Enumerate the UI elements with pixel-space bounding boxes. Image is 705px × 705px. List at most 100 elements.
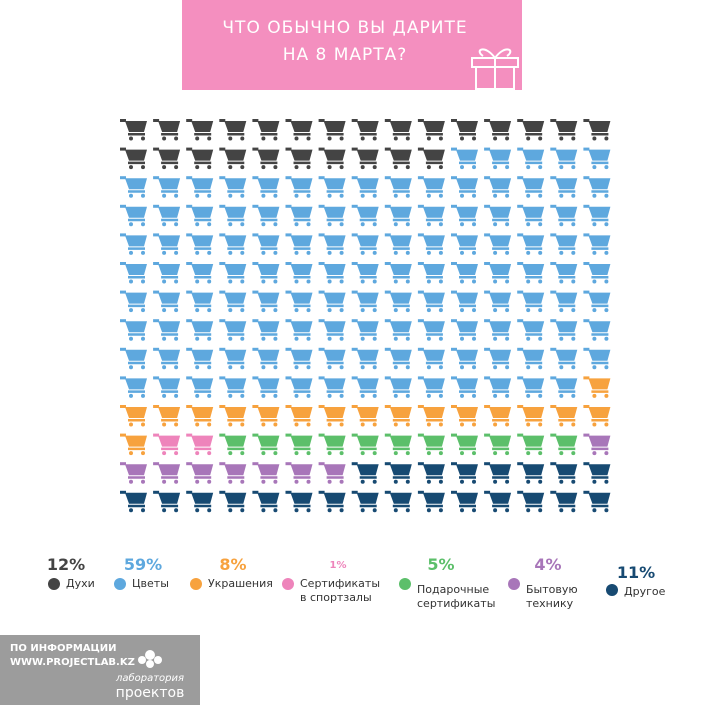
cart-handle <box>384 290 391 294</box>
cart-icon <box>153 405 181 427</box>
cart-basket <box>422 321 445 336</box>
cart-icon <box>186 319 214 341</box>
cart-basket <box>290 264 313 279</box>
cart-basket <box>323 235 346 250</box>
cart-wheel <box>592 336 597 341</box>
cart-icon <box>120 233 147 255</box>
cart-handle <box>153 290 160 294</box>
cart-basket <box>224 321 247 336</box>
cart-wheel <box>505 193 510 198</box>
cart-icon <box>186 262 214 284</box>
cart-basket <box>588 378 611 393</box>
cart-wheel <box>339 479 344 484</box>
cart-wheel <box>228 365 233 370</box>
cart-wheel <box>604 508 609 513</box>
cart-wheel <box>360 422 365 427</box>
cart-basket <box>555 492 578 508</box>
cart-wheel <box>240 136 245 141</box>
cart-handle <box>550 262 557 265</box>
cart-icon <box>583 262 611 284</box>
cart-wheel <box>141 308 145 313</box>
cart-icon <box>186 405 214 427</box>
cart-wheel <box>327 222 332 227</box>
cart-basket <box>224 464 247 479</box>
cart-handle <box>517 262 524 265</box>
cart-wheel <box>571 222 576 227</box>
cart-icon <box>285 204 313 227</box>
cart-wheel <box>438 393 443 398</box>
cart-wheel <box>294 136 299 141</box>
cart-handle <box>484 490 491 494</box>
cart-handle <box>384 204 391 208</box>
cart-handle <box>318 233 325 237</box>
cart-handle <box>583 376 590 380</box>
cart-basket <box>191 464 214 479</box>
cart-wheel <box>162 336 167 341</box>
cart-wheel <box>372 365 377 370</box>
cart-wheel <box>426 222 431 227</box>
cart-wheel <box>559 136 564 141</box>
cart-wheel <box>207 165 212 170</box>
cart-wheel <box>261 336 266 341</box>
cart-basket <box>224 407 247 422</box>
cart-wheel <box>426 250 431 255</box>
cart-handle <box>318 176 325 180</box>
cart-wheel <box>426 165 431 170</box>
cart-wheel <box>405 336 410 341</box>
legend-label: Другое <box>624 585 666 598</box>
cart-wheel <box>294 308 299 313</box>
cart-handle <box>318 462 325 466</box>
cart-handle <box>120 319 126 323</box>
cart-handle <box>517 176 524 180</box>
cart-icon <box>384 262 412 284</box>
cart-handle <box>351 490 358 494</box>
cart-wheel <box>426 393 431 398</box>
cart-icon <box>417 462 445 484</box>
cart-icon <box>219 462 247 484</box>
cart-handle <box>384 233 391 237</box>
cart-handle <box>186 290 193 294</box>
cart-icon <box>451 233 478 255</box>
legend-value: 5% <box>427 555 455 574</box>
cart-wheel <box>372 279 377 284</box>
cart-icon <box>318 462 346 484</box>
cart-icon <box>153 433 181 456</box>
cart-handle <box>252 462 259 466</box>
cart-wheel <box>195 136 200 141</box>
cart-wheel <box>360 165 365 170</box>
cart-basket <box>158 349 181 365</box>
cart-basket <box>125 407 147 422</box>
cart-icon <box>252 319 280 341</box>
cart-handle <box>550 119 557 122</box>
cart-icon <box>451 347 478 370</box>
cart-basket <box>257 206 280 222</box>
cart-icon <box>417 290 445 313</box>
cart-wheel <box>604 365 609 370</box>
cart-icon <box>417 204 445 227</box>
cart-wheel <box>493 479 498 484</box>
cart-handle <box>219 347 226 351</box>
cart-wheel <box>162 365 167 370</box>
cart-basket <box>191 407 214 422</box>
cart-icon <box>285 262 313 284</box>
cart-wheel <box>493 451 498 456</box>
cart-handle <box>451 290 457 294</box>
cart-icon <box>153 176 181 198</box>
cart-wheel <box>592 479 597 484</box>
cart-icon <box>517 462 545 484</box>
cart-wheel <box>493 336 498 341</box>
cart-wheel <box>207 365 212 370</box>
cart-wheel <box>460 193 464 198</box>
cart-icon <box>120 262 147 284</box>
legend-dot <box>114 578 126 590</box>
cart-basket <box>489 321 512 336</box>
cart-wheel <box>327 336 332 341</box>
cart-handle <box>285 405 292 408</box>
cart-wheel <box>273 193 278 198</box>
legend-label: Духи <box>66 577 95 590</box>
cart-handle <box>517 147 524 151</box>
cart-icon <box>550 490 578 513</box>
cart-basket <box>456 292 478 308</box>
cart-handle <box>252 119 259 122</box>
cart-wheel <box>294 222 299 227</box>
